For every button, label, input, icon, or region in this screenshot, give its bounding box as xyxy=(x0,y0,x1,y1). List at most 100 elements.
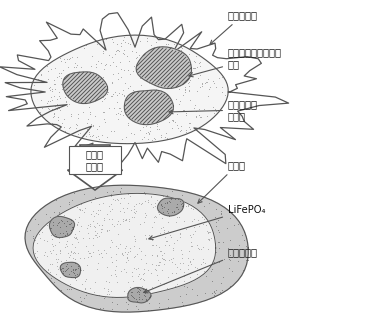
Point xyxy=(70,269,76,275)
Point xyxy=(138,249,144,254)
Point xyxy=(133,55,139,60)
Point xyxy=(142,210,148,215)
Point xyxy=(73,277,79,282)
Point xyxy=(121,239,127,244)
Point xyxy=(188,262,194,267)
Point xyxy=(123,224,129,229)
Point xyxy=(127,271,134,276)
Point xyxy=(227,283,233,288)
Point xyxy=(70,256,76,261)
Point xyxy=(179,255,185,260)
Point xyxy=(216,76,222,81)
Point xyxy=(31,102,38,108)
Point xyxy=(72,211,78,216)
Point xyxy=(126,248,132,253)
Point xyxy=(34,254,40,259)
Point xyxy=(55,118,61,123)
Point xyxy=(63,99,70,104)
Point xyxy=(72,216,78,221)
Point xyxy=(175,86,182,91)
Point xyxy=(85,220,91,225)
Point xyxy=(109,222,115,227)
Point xyxy=(108,238,114,243)
Point xyxy=(114,76,121,82)
Point xyxy=(173,205,179,210)
Point xyxy=(58,261,65,266)
Point xyxy=(143,298,149,303)
Point xyxy=(149,138,156,143)
Point xyxy=(157,259,163,264)
Point xyxy=(173,256,179,261)
Point xyxy=(96,292,103,298)
Point xyxy=(120,219,126,224)
Point xyxy=(135,289,141,294)
Point xyxy=(47,225,53,230)
Point xyxy=(185,220,191,225)
Point xyxy=(129,269,135,274)
Point xyxy=(142,60,148,65)
Point xyxy=(142,294,148,299)
Point xyxy=(58,287,64,292)
Point xyxy=(98,257,104,262)
Point xyxy=(85,231,91,236)
Point xyxy=(50,112,56,117)
Point xyxy=(205,237,211,242)
Point xyxy=(66,211,72,216)
Point xyxy=(96,216,102,221)
Point xyxy=(125,280,131,285)
Point xyxy=(149,253,155,258)
Point xyxy=(131,63,137,68)
Point xyxy=(146,130,152,135)
Point xyxy=(90,218,96,223)
Point xyxy=(131,116,137,122)
Point xyxy=(55,222,61,227)
Point xyxy=(106,269,112,274)
Point xyxy=(150,243,156,248)
Point xyxy=(84,126,91,131)
Point xyxy=(151,264,157,269)
Point xyxy=(121,267,127,272)
Point xyxy=(139,115,146,120)
Point xyxy=(30,234,36,239)
Point xyxy=(53,274,59,279)
Point xyxy=(74,250,81,255)
Point xyxy=(79,267,86,272)
Point xyxy=(70,250,76,255)
Point xyxy=(69,198,75,203)
Point xyxy=(55,223,61,228)
Point xyxy=(50,248,56,253)
Point xyxy=(166,120,172,125)
Point xyxy=(58,218,64,223)
Point xyxy=(191,106,197,111)
Point xyxy=(150,204,156,210)
Point xyxy=(121,68,127,73)
Point xyxy=(177,231,183,236)
Point xyxy=(87,111,93,116)
Point xyxy=(200,106,207,111)
Point xyxy=(180,54,187,59)
Point xyxy=(229,268,235,273)
Point xyxy=(92,217,98,222)
Point xyxy=(48,276,54,281)
Point xyxy=(160,193,166,198)
Point xyxy=(169,125,175,130)
Point xyxy=(154,121,160,126)
Point xyxy=(175,208,181,213)
Point xyxy=(201,269,207,274)
Point xyxy=(143,236,149,242)
Point xyxy=(134,266,141,271)
Point xyxy=(102,208,108,213)
Point xyxy=(41,80,47,85)
Point xyxy=(127,235,133,240)
Point xyxy=(126,219,132,224)
Point xyxy=(113,273,119,278)
Text: 有机分子链: 有机分子链 xyxy=(210,10,258,44)
Point xyxy=(243,243,249,248)
Point xyxy=(131,233,137,238)
Point xyxy=(191,234,197,239)
Point xyxy=(104,90,111,95)
Point xyxy=(132,108,139,114)
Point xyxy=(180,50,186,55)
Point xyxy=(113,112,119,117)
Point xyxy=(82,205,88,210)
